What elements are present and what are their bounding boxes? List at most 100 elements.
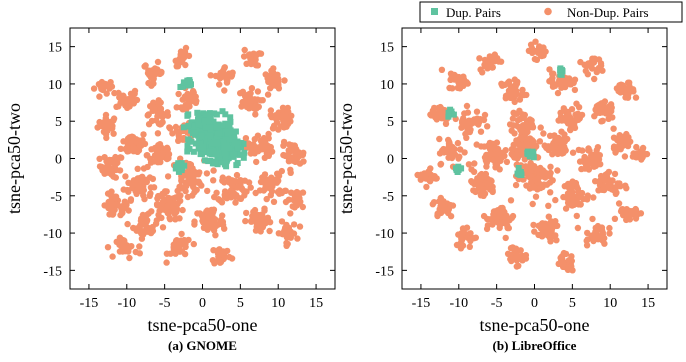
nondup-point-libreoffice (601, 240, 608, 247)
nondup-point-gnome (226, 253, 233, 261)
nondup-point-libreoffice (577, 58, 584, 66)
nondup-point-gnome (253, 223, 260, 230)
dup-point-gnome (184, 142, 191, 149)
dup-points-gnome (172, 77, 248, 175)
nondup-point-gnome (260, 177, 267, 185)
dup-point-gnome (226, 145, 233, 152)
nondup-point-libreoffice (480, 212, 488, 220)
nondup-point-gnome (265, 130, 272, 138)
nondup-point-libreoffice (553, 237, 560, 244)
nondup-point-gnome (136, 243, 143, 250)
nondup-point-libreoffice (557, 144, 564, 151)
nondup-point-gnome (144, 112, 151, 119)
nondup-point-libreoffice (593, 147, 600, 154)
dup-point-gnome (231, 134, 238, 141)
nondup-point-libreoffice (626, 82, 633, 90)
nondup-point-libreoffice (539, 171, 547, 178)
nondup-point-libreoffice (444, 209, 452, 217)
nondup-point-libreoffice (484, 180, 491, 187)
x-tick-label: -5 (491, 296, 503, 311)
dup-point-gnome (179, 164, 186, 171)
nondup-point-gnome (285, 196, 293, 203)
nondup-point-libreoffice (449, 85, 456, 92)
nondup-point-gnome (264, 91, 272, 98)
nondup-point-gnome (247, 98, 254, 106)
nondup-point-libreoffice (504, 250, 512, 257)
nondup-point-libreoffice (465, 161, 473, 168)
nondup-point-libreoffice (512, 245, 520, 252)
dup-point-gnome (198, 125, 204, 132)
nondup-point-libreoffice (633, 143, 640, 151)
nondup-point-libreoffice (426, 178, 434, 185)
dup-point-gnome (241, 149, 248, 156)
y-tick-label: -15 (43, 264, 62, 279)
nondup-point-libreoffice (573, 113, 581, 121)
nondup-point-libreoffice (549, 78, 556, 85)
nondup-point-libreoffice (605, 110, 613, 118)
nondup-point-gnome (179, 206, 186, 214)
dup-point-gnome (197, 151, 204, 158)
legend-nondup-label: Non-Dup. Pairs (567, 5, 649, 20)
nondup-point-gnome (175, 90, 182, 98)
nondup-point-libreoffice (548, 225, 556, 232)
nondup-point-libreoffice (530, 221, 537, 229)
nondup-point-libreoffice (502, 234, 509, 242)
nondup-point-libreoffice (494, 55, 501, 62)
nondup-point-gnome (263, 151, 271, 158)
dup-point-gnome (226, 121, 233, 128)
y-tick-label: -15 (375, 264, 394, 279)
nondup-point-libreoffice (551, 132, 558, 139)
x-tick-label: 5 (237, 296, 244, 311)
y-tick-label: 10 (380, 78, 394, 93)
x-tick-label: 15 (641, 296, 655, 311)
nondup-point-gnome (252, 111, 259, 118)
nondup-point-libreoffice (514, 253, 521, 261)
nondup-point-gnome (95, 81, 103, 88)
dup-point-gnome (205, 158, 212, 165)
legend-dup-label: Dup. Pairs (446, 5, 501, 20)
nondup-point-gnome (221, 179, 228, 186)
nondup-point-gnome (252, 213, 259, 220)
nondup-point-libreoffice (605, 168, 613, 176)
nondup-point-gnome (287, 166, 294, 173)
dup-point-gnome (207, 124, 214, 131)
nondup-point-gnome (145, 224, 152, 232)
dup-point-gnome (216, 130, 223, 137)
nondup-point-gnome (259, 97, 266, 104)
nondup-point-gnome (122, 173, 129, 180)
nondup-point-libreoffice (487, 150, 494, 157)
nondup-point-libreoffice (480, 187, 487, 194)
nondup-point-libreoffice (546, 179, 554, 186)
nondup-point-gnome (151, 144, 159, 152)
dup-point-gnome (176, 165, 182, 172)
nondup-point-gnome (258, 211, 265, 218)
nondup-point-libreoffice (562, 147, 569, 154)
nondup-point-libreoffice (598, 224, 606, 231)
y-tick-label: 5 (55, 115, 62, 130)
nondup-point-libreoffice (606, 230, 613, 237)
nondup-point-gnome (127, 197, 134, 204)
nondup-point-libreoffice (522, 141, 530, 148)
dup-point-gnome (204, 113, 210, 120)
nondup-point-libreoffice (623, 89, 630, 96)
nondup-point-libreoffice (630, 150, 637, 157)
nondup-point-gnome (117, 145, 125, 152)
dup-point-gnome (212, 127, 219, 134)
nondup-point-gnome (150, 104, 158, 112)
nondup-point-gnome (287, 210, 294, 217)
nondup-point-gnome (128, 180, 135, 187)
nondup-point-gnome (252, 189, 259, 197)
ticks-libreoffice: -15 -10 -5 0 5 10 15 -15 -10 -5 0 5 10 15 (375, 28, 667, 311)
nondup-point-libreoffice (438, 201, 445, 208)
nondup-point-libreoffice (513, 137, 520, 144)
nondup-point-libreoffice (463, 121, 470, 128)
nondup-point-libreoffice (511, 130, 518, 137)
nondup-point-libreoffice (597, 60, 605, 67)
nondup-point-libreoffice (509, 115, 517, 122)
nondup-point-gnome (110, 210, 117, 218)
nondup-point-libreoffice (575, 104, 583, 111)
nondup-point-libreoffice (471, 160, 478, 167)
nondup-point-gnome (253, 158, 260, 166)
nondup-point-gnome (104, 244, 112, 251)
dup-point-gnome (191, 122, 198, 129)
